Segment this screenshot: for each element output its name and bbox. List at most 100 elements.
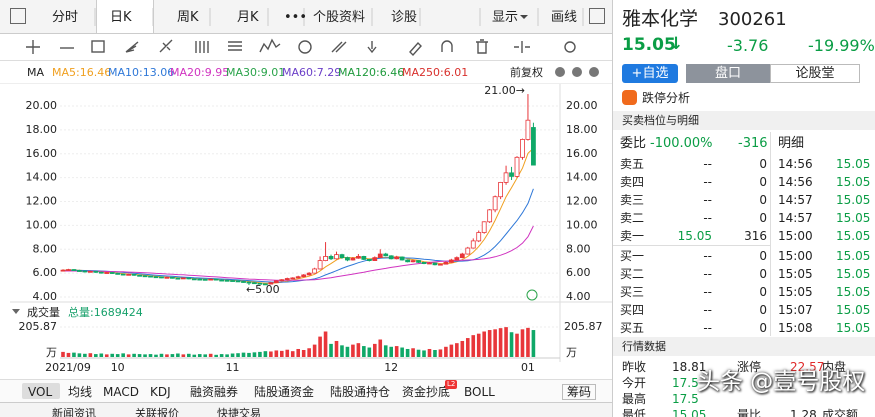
order-volume: 0 [759, 157, 767, 171]
volume-bar [72, 352, 76, 357]
bottom-tab[interactable]: 快捷交易 [217, 407, 261, 417]
bottom-tab[interactable]: 关联报价 [135, 407, 179, 417]
volume-bar [263, 351, 268, 357]
market-label: 涨停 [737, 360, 762, 374]
display-menu[interactable]: 显示 [492, 10, 519, 25]
y-tick-label: 18.00 [26, 123, 58, 136]
indicator-tab[interactable]: 陆股通资金 [254, 385, 315, 399]
delete-tool[interactable] [476, 39, 488, 54]
x-tick-label: 2021/09 [45, 361, 91, 374]
candle-body [328, 256, 334, 260]
candle-body [520, 139, 525, 158]
volume-bar [318, 336, 322, 357]
bottom-tab[interactable]: 新闻资讯 [52, 407, 96, 417]
volume-bar [99, 353, 104, 357]
indicator-tab[interactable]: 资金抄底 [402, 385, 451, 399]
candle-body [399, 256, 405, 261]
candle-body [120, 273, 126, 276]
grid-tool[interactable] [195, 41, 209, 53]
market-value: 22.57 [790, 360, 825, 374]
candle-body [109, 272, 115, 274]
wave-tool[interactable] [259, 38, 281, 53]
channel-tool[interactable] [228, 41, 242, 51]
volume-title: 成交量 [27, 306, 60, 319]
volume-bar [274, 350, 279, 357]
order-level: 买三 [620, 285, 645, 299]
detail-price: 15.05 [836, 303, 871, 317]
fan-tool[interactable] [125, 41, 139, 53]
x-tick-label: 12 [384, 361, 398, 374]
tab[interactable]: 周K [177, 10, 199, 25]
volume-bar [383, 345, 388, 357]
candle-body [93, 270, 99, 273]
forum-tab[interactable]: 论股堂 [770, 64, 860, 83]
layout-icon[interactable] [589, 8, 605, 24]
tab[interactable]: 分时 [52, 10, 79, 25]
y-tick-label: 205.87 [19, 320, 58, 333]
ruler-tool[interactable] [159, 39, 173, 53]
candle-body [410, 260, 416, 263]
indicator-tab[interactable]: KDJ [150, 385, 171, 399]
order-volume: 0 [759, 321, 767, 335]
volume-bar [121, 353, 125, 357]
indicator-tab[interactable]: VOL [28, 385, 53, 399]
settings-tool[interactable] [564, 41, 576, 53]
chips-button[interactable]: 筹码 [562, 384, 597, 400]
candle-body [339, 254, 345, 259]
volume-bar [433, 350, 437, 357]
volume-bar [323, 331, 328, 357]
candle-body [465, 247, 471, 255]
draw-menu[interactable]: 画线 [551, 10, 578, 25]
tab[interactable]: 诊股 [391, 10, 418, 25]
tab-selected-bg [22, 383, 60, 399]
volume-bar [400, 347, 404, 357]
market-label: 最高 [622, 392, 647, 406]
crosshair-tool[interactable] [26, 40, 40, 54]
candle-body [82, 270, 88, 273]
tab[interactable]: 日K [110, 10, 132, 25]
limit-analysis[interactable]: 跌停分析 [642, 91, 691, 105]
magnet-tool[interactable] [441, 40, 453, 52]
y-tick-label: 12.00 [566, 195, 598, 208]
indicator-tab[interactable]: MACD [103, 385, 139, 399]
candle-body [87, 270, 93, 273]
tab[interactable]: 月K [237, 10, 259, 25]
weibi-diff: -316 [738, 136, 768, 151]
ma-line [62, 188, 534, 283]
volume-bar [247, 352, 251, 357]
candle-body [77, 270, 82, 272]
ma-line [62, 147, 534, 284]
indicator-tab[interactable]: 均线 [68, 385, 93, 399]
arrow-tool[interactable] [367, 41, 377, 54]
volume-bar [345, 346, 350, 357]
indicator-tab[interactable]: 融资融券 [190, 385, 239, 399]
indicator-tab[interactable]: BOLL [464, 385, 495, 399]
rect-tool[interactable] [91, 40, 105, 53]
adjust-label[interactable]: 前复权 [510, 66, 543, 79]
tab[interactable]: ••• [284, 10, 308, 25]
tab-selected-bg [96, 0, 154, 33]
gann-tool[interactable] [331, 41, 347, 53]
indicator-tab[interactable]: 陆股通持仓 [330, 385, 391, 399]
candle-body [66, 269, 71, 271]
watchlist-button[interactable]: +自选 [622, 64, 678, 83]
candle-body [126, 273, 132, 276]
candle-body [470, 240, 476, 249]
y-tick-label: 4.00 [33, 290, 58, 303]
divider [770, 132, 771, 336]
candle-body [191, 278, 197, 281]
volume-bar [66, 352, 71, 357]
candle-body [246, 281, 252, 284]
cycle-tool[interactable] [298, 40, 312, 54]
candle-body [71, 269, 77, 271]
orderbook-tab[interactable]: 盘口 [686, 64, 770, 83]
layout-icon[interactable] [10, 8, 26, 24]
volume-bar [471, 335, 476, 357]
candle-body [421, 261, 427, 264]
eraser-tool[interactable] [409, 41, 422, 57]
tab[interactable]: 个股资料 [313, 10, 366, 25]
volume-bar [192, 354, 197, 357]
candle-body [257, 282, 263, 285]
volume-bar [482, 331, 486, 357]
split-tool[interactable] [514, 41, 530, 53]
